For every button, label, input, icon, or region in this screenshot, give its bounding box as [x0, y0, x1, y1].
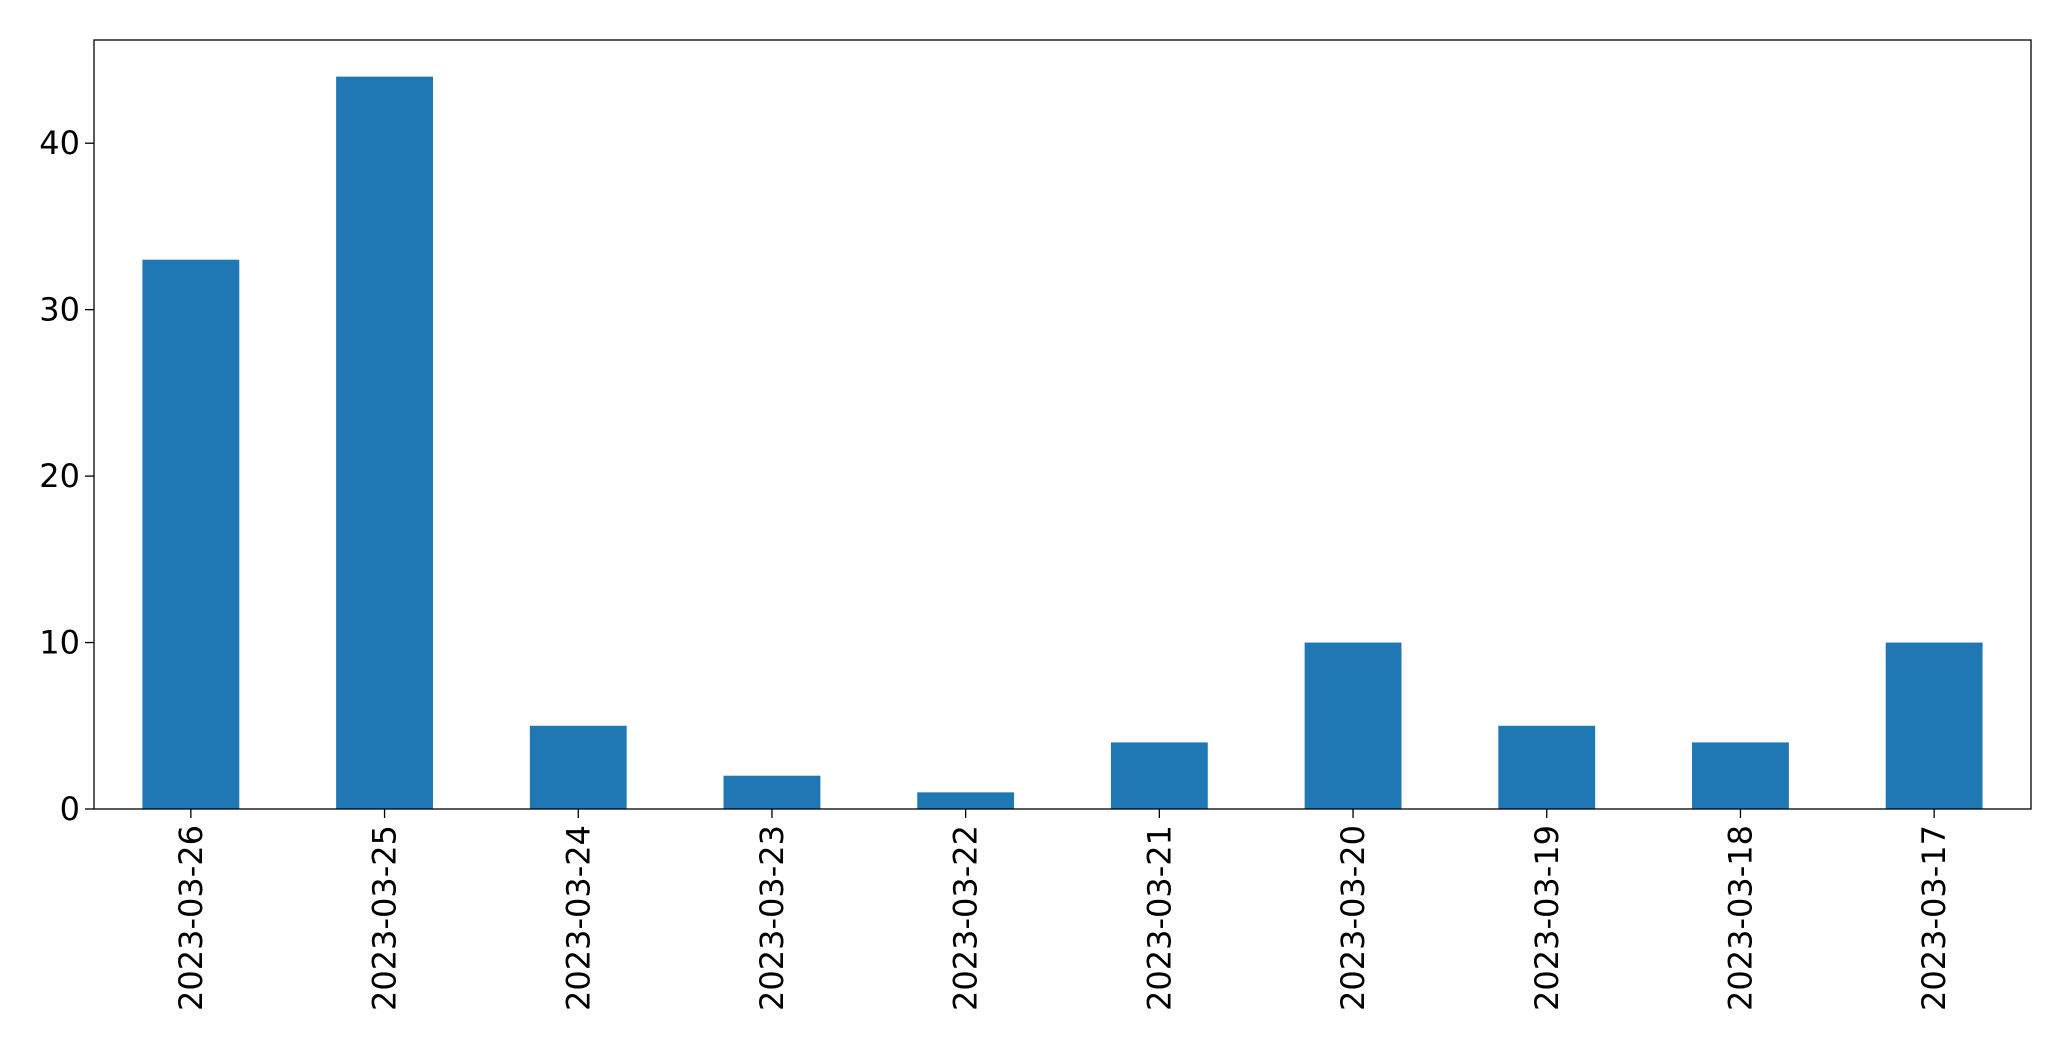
bar: [529, 725, 627, 809]
x-tick-label: 2023-03-26: [172, 825, 210, 1011]
bar: [1885, 642, 1983, 809]
x-tick-label: 2023-03-22: [947, 825, 985, 1011]
bar: [1304, 642, 1402, 809]
x-tick-label: 2023-03-20: [1334, 825, 1372, 1011]
bar: [723, 775, 821, 809]
plot-frame: [93, 39, 2032, 810]
y-tick-label: 30: [39, 291, 80, 329]
x-tick-label: 2023-03-17: [1915, 825, 1953, 1011]
bar: [1692, 742, 1789, 809]
x-tick-label: 2023-03-19: [1528, 825, 1566, 1011]
bar: [1498, 725, 1596, 809]
x-tick-label: 2023-03-25: [366, 825, 404, 1011]
bar: [336, 76, 433, 810]
x-tick-label: 2023-03-21: [1140, 825, 1178, 1011]
x-tick-label: 2023-03-23: [753, 825, 791, 1011]
bar: [142, 259, 240, 809]
bar: [917, 792, 1015, 809]
y-tick-label: 10: [39, 624, 80, 662]
y-tick-label: 40: [39, 124, 80, 162]
y-tick-label: 0: [60, 790, 80, 828]
y-tick-label: 20: [39, 457, 80, 495]
x-tick-label: 2023-03-18: [1721, 825, 1759, 1011]
x-tick-label: 2023-03-24: [559, 825, 597, 1011]
bar: [1110, 742, 1208, 809]
